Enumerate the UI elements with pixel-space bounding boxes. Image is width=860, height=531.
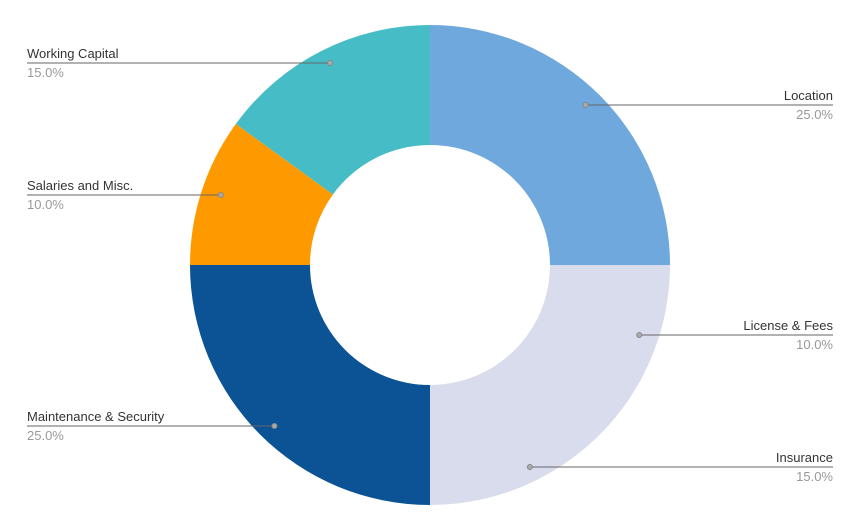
slice-label-salaries-and-misc: Salaries and Misc.	[27, 178, 133, 193]
slice-working-capital	[235, 25, 430, 195]
leader-dot-salaries-and-misc	[217, 192, 224, 198]
leader-dot-working-capital	[327, 60, 334, 66]
slice-label-working-capital: Working Capital	[27, 46, 119, 61]
leader-dot-location	[582, 102, 589, 108]
slice-label-location: Location	[784, 88, 833, 103]
slice-label-insurance: Insurance	[776, 450, 833, 465]
slice-value-location: 25.0%	[796, 107, 833, 122]
slice-insurance	[430, 335, 625, 506]
slice-maintenance-and-security	[190, 265, 430, 505]
slice-license-and-fees	[527, 265, 670, 407]
slice-value-maintenance-and-security: 25.0%	[27, 428, 64, 443]
labels-group: Location 25.0% License & Fees 10.0% Insuranc…	[27, 46, 833, 484]
slice-label-maintenance-and-security: Maintenance & Security	[27, 409, 165, 424]
leader-dot-maintenance-and-security	[271, 423, 278, 429]
slice-value-salaries-and-misc: 10.0%	[27, 197, 64, 212]
leader-dot-license-and-fees	[636, 332, 643, 338]
leader-dot-insurance	[526, 464, 533, 470]
slice-value-license-and-fees: 10.0%	[796, 337, 833, 352]
slice-value-insurance: 15.0%	[796, 469, 833, 484]
slice-value-working-capital: 15.0%	[27, 65, 64, 80]
slice-salaries-and-misc	[190, 123, 333, 265]
slice-location	[430, 25, 670, 265]
slices-group	[190, 25, 670, 506]
slice-label-license-and-fees: License & Fees	[743, 318, 833, 333]
